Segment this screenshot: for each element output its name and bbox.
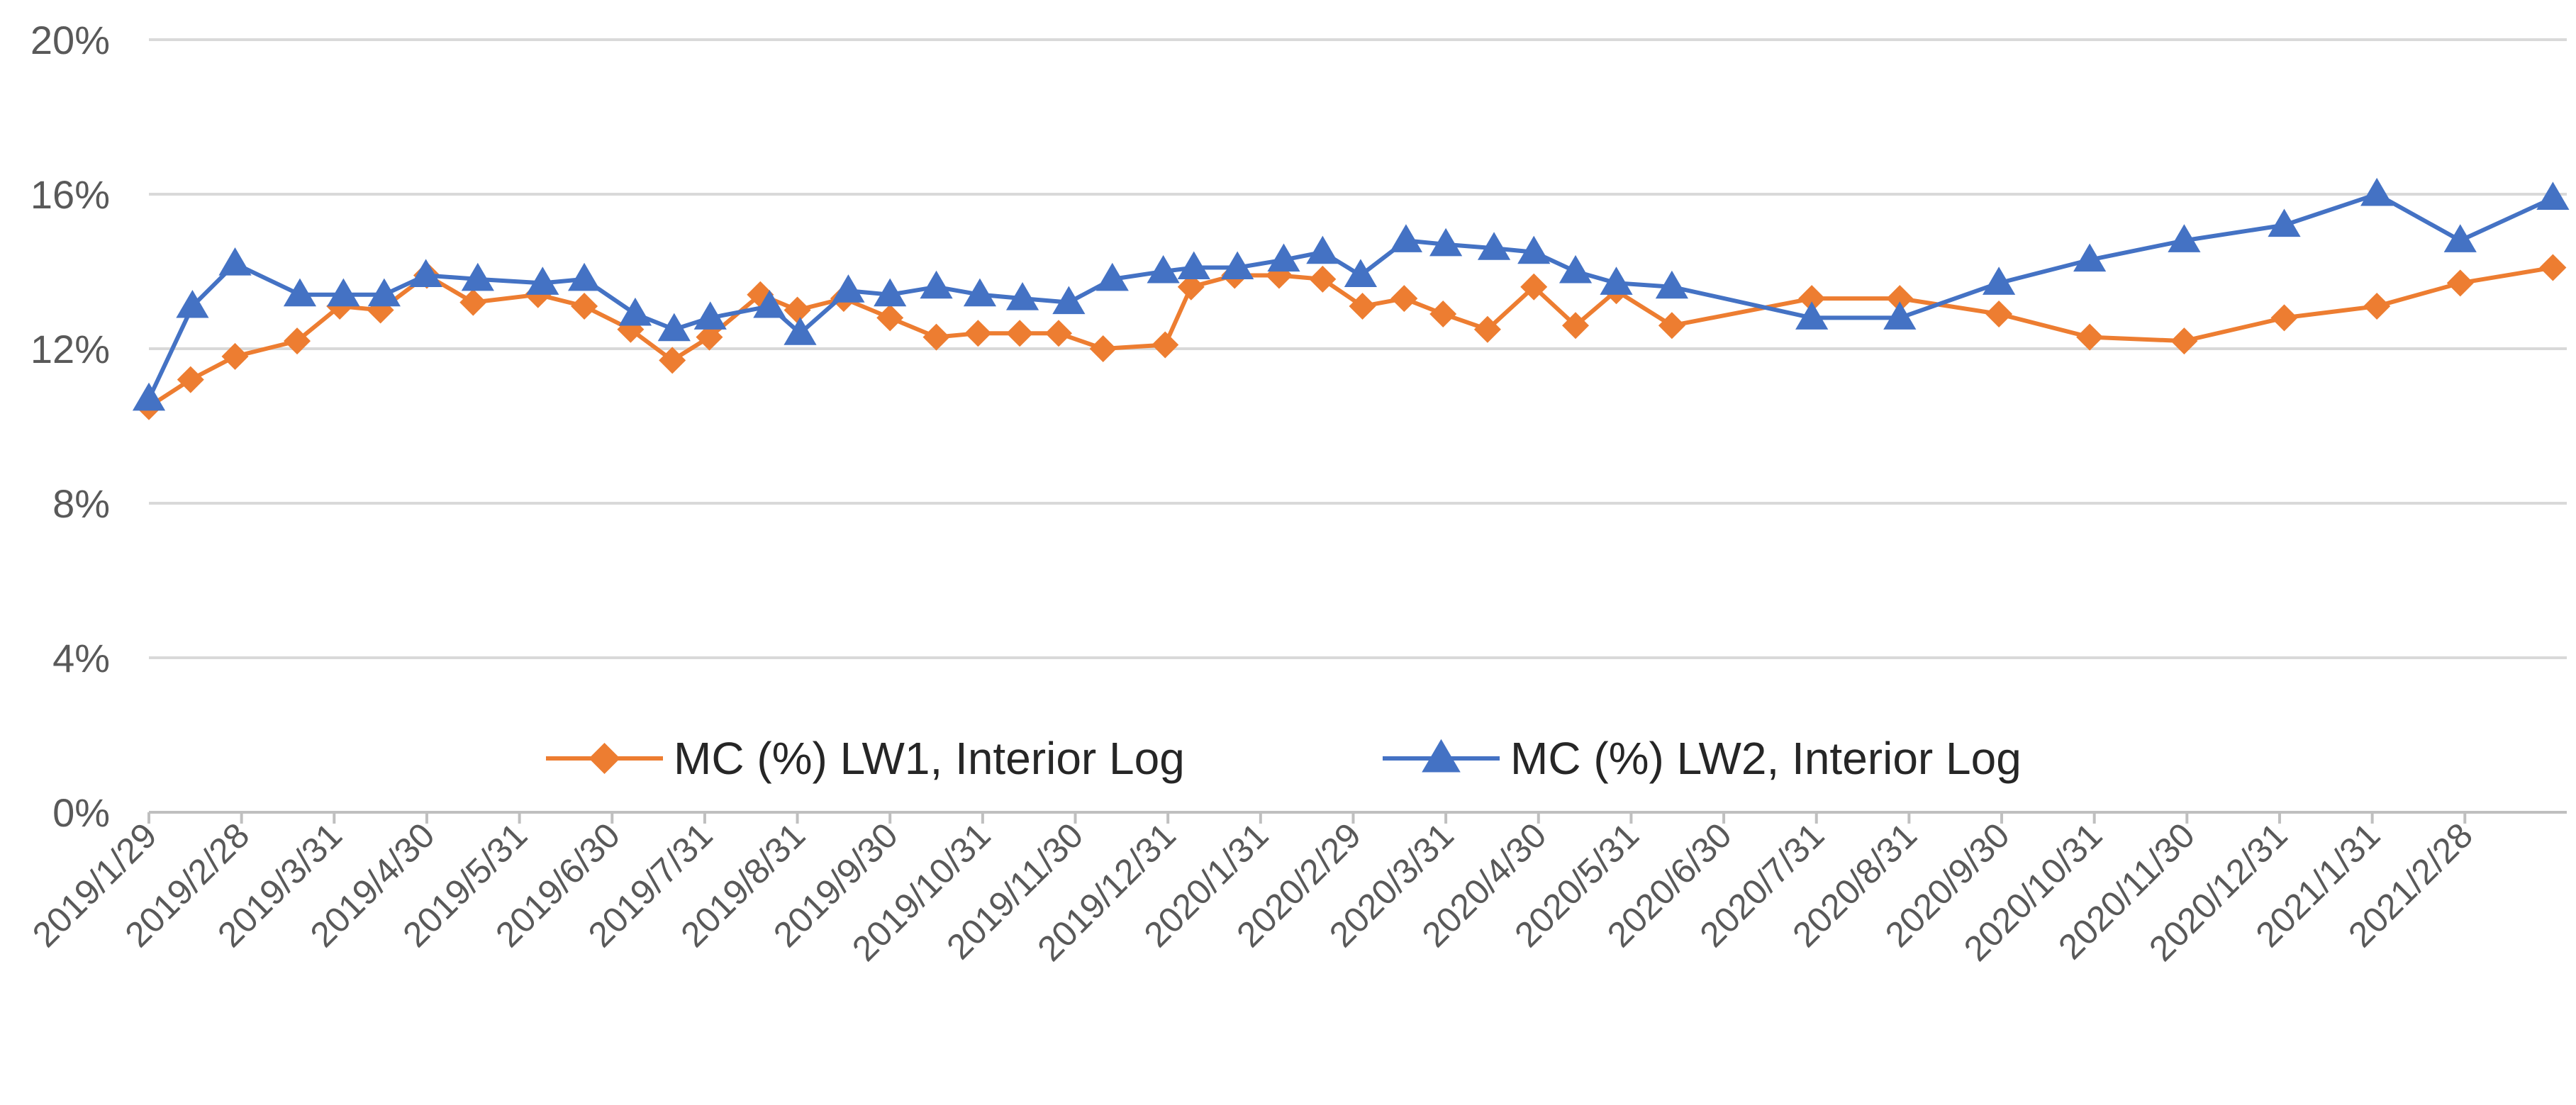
data-point <box>1095 262 1129 291</box>
data-point <box>1795 301 1829 330</box>
data-point <box>1429 228 1463 257</box>
data-point <box>784 296 811 324</box>
data-point <box>1658 312 1685 340</box>
data-point <box>1177 251 1210 280</box>
data-point <box>2443 224 2477 252</box>
data-point <box>132 382 166 411</box>
data-point <box>964 320 992 347</box>
y-tick-label: 0% <box>52 790 110 835</box>
data-point <box>832 274 865 303</box>
series-line <box>147 192 2554 400</box>
data-point <box>874 278 907 307</box>
data-point <box>1267 243 1300 272</box>
data-point <box>1006 320 1034 347</box>
legend-item-lw1: MC (%) LW1, Interior Log <box>546 733 1185 784</box>
data-point <box>753 289 786 318</box>
data-point <box>1044 320 1072 347</box>
data-point <box>1389 224 1423 252</box>
data-point <box>1985 300 2013 327</box>
data-point <box>284 327 311 355</box>
data-point <box>409 259 442 287</box>
data-point <box>2539 254 2567 281</box>
data-point <box>2268 208 2301 237</box>
y-tick-label: 4% <box>52 636 110 680</box>
data-point <box>1562 312 1590 340</box>
y-axis-tick-labels: 0% 4% 8% 12% 16% 20% <box>30 18 110 835</box>
data-point <box>963 278 997 307</box>
data-point <box>327 278 360 307</box>
data-point <box>1147 254 1180 284</box>
series-lw2 <box>132 177 2570 411</box>
data-point <box>1886 285 1914 313</box>
data-point <box>1306 235 1339 264</box>
data-point <box>2170 327 2198 355</box>
data-point <box>1600 267 1633 295</box>
data-point <box>1473 315 1501 343</box>
legend-label-lw1: MC (%) LW1, Interior Log <box>674 733 1185 784</box>
data-point <box>1477 232 1511 260</box>
data-point <box>176 289 209 318</box>
data-point <box>659 347 686 374</box>
y-tick-label: 12% <box>30 327 110 371</box>
data-point <box>221 342 249 370</box>
data-point <box>461 262 494 291</box>
legend-item-lw2: MC (%) LW2, Interior Log <box>1383 733 2022 784</box>
data-point <box>459 288 487 316</box>
data-point <box>177 366 204 393</box>
legend-label-lw2: MC (%) LW2, Interior Log <box>1510 733 2022 784</box>
data-point <box>920 270 953 299</box>
data-point <box>1152 331 1179 359</box>
data-point <box>2536 181 2570 210</box>
data-point <box>1089 335 1117 362</box>
data-point <box>571 293 598 320</box>
data-point <box>1559 254 1593 284</box>
series-lines <box>132 177 2570 420</box>
data-point <box>2446 269 2474 297</box>
data-point <box>2073 243 2107 272</box>
data-point <box>1655 270 1689 299</box>
data-point <box>567 262 601 291</box>
data-point <box>1429 300 1457 327</box>
data-point <box>1883 301 1917 330</box>
data-point <box>922 323 950 351</box>
legend: MC (%) LW1, Interior Log MC (%) LW2, Int… <box>546 733 2022 784</box>
data-point <box>696 323 723 351</box>
data-point <box>2363 293 2391 320</box>
data-point <box>693 301 727 330</box>
x-axis-ticks: 2019/1/292019/2/282019/3/312019/4/302019… <box>25 812 2480 969</box>
gridlines <box>149 38 2567 659</box>
data-point <box>367 278 401 307</box>
data-point <box>2076 323 2104 351</box>
data-point <box>218 247 252 276</box>
legend-marker-diamond-icon <box>589 743 620 774</box>
data-point <box>2270 304 2298 332</box>
y-tick-label: 16% <box>30 172 110 217</box>
data-point <box>784 317 817 345</box>
data-point <box>1177 273 1205 301</box>
data-point <box>1005 282 1039 310</box>
data-point <box>2168 224 2201 252</box>
data-point <box>1983 267 2016 295</box>
data-point <box>657 313 691 342</box>
data-point <box>618 297 652 326</box>
y-tick-label: 20% <box>30 18 110 62</box>
data-point <box>876 304 904 332</box>
data-point <box>1517 235 1551 264</box>
data-point <box>1349 293 1376 320</box>
data-point <box>1798 285 1826 313</box>
data-point <box>1052 286 1086 315</box>
data-point <box>1520 273 1548 301</box>
legend-marker-triangle-icon <box>1422 739 1461 773</box>
data-point <box>1309 265 1337 293</box>
data-point <box>1221 251 1254 280</box>
data-point <box>283 278 317 307</box>
data-point <box>1344 259 1378 287</box>
data-point <box>1390 285 1418 313</box>
data-point <box>2360 177 2394 206</box>
y-tick-label: 8% <box>52 481 110 526</box>
data-point <box>526 267 559 295</box>
